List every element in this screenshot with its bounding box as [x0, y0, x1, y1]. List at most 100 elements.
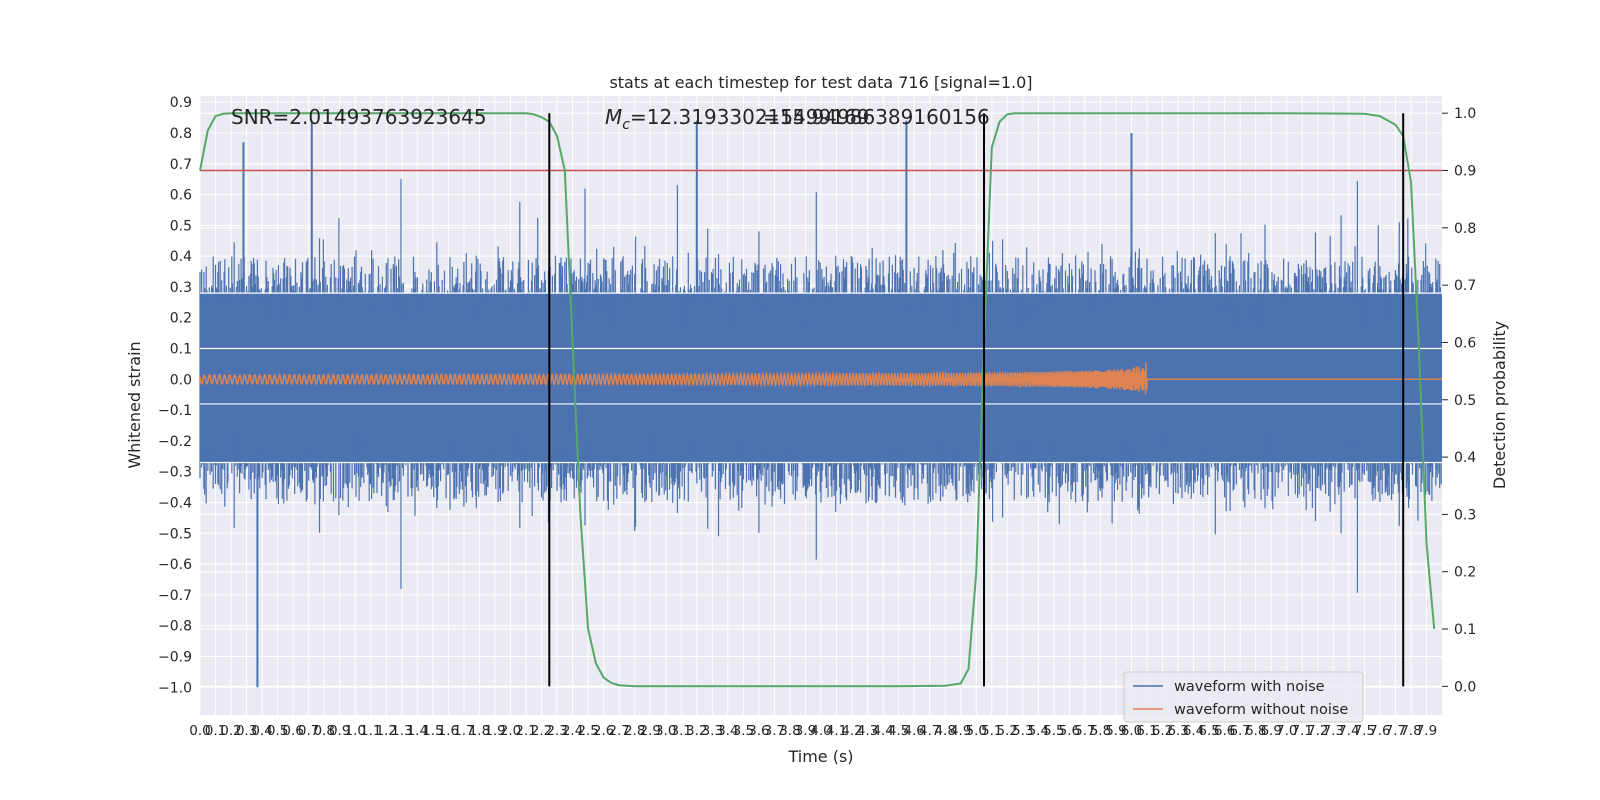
x-tick-label: 6.6 [1214, 723, 1235, 739]
chart-title: stats at each timestep for test data 716… [609, 73, 1032, 92]
x-tick-label: 1.4 [407, 723, 428, 739]
x-tick-label: 7.5 [1354, 723, 1375, 739]
x-tick-label: 0.4 [251, 723, 272, 739]
x-tick-label: 7.9 [1416, 723, 1437, 739]
snr-annotation: SNR=2.01493763923645 [231, 105, 487, 129]
x-tick-label: 1.9 [484, 723, 505, 739]
x-tick-label: 1.6 [438, 723, 459, 739]
y-tick-label: −0.9 [158, 649, 192, 665]
x-tick-label: 6.0 [1121, 723, 1142, 739]
x-tick-label: 1.7 [453, 723, 474, 739]
x-tick-label: 2.4 [562, 723, 583, 739]
x-tick-label: 5.0 [966, 723, 987, 739]
legend-label-noise: waveform with noise [1174, 679, 1325, 695]
x-tick-label: 2.7 [608, 723, 629, 739]
x-tick-label: 3.5 [733, 723, 754, 739]
x-tick-label: 1.0 [345, 723, 366, 739]
x-tick-label: 7.1 [1292, 723, 1313, 739]
y2-axis-ticks: 1.0 0.9 0.8 0.7 0.6 0.5 0.4 0.3 0.2 0.1 0.0 [1442, 106, 1476, 695]
x-tick-label: 3.3 [702, 723, 723, 739]
y-tick-label: −0.3 [158, 465, 192, 481]
y-tick-label: 0.9 [170, 95, 192, 111]
y2-tick-label: 0.6 [1454, 335, 1476, 351]
x-tick-label: 4.3 [857, 723, 878, 739]
x-tick-label: 6.4 [1183, 723, 1204, 739]
x-tick-label: 5.8 [1090, 723, 1111, 739]
x-tick-label: 0.5 [267, 723, 288, 739]
x-tick-label: 3.6 [748, 723, 769, 739]
y-tick-label: −0.8 [158, 619, 192, 635]
y-axis-ticks: 0.9 0.8 0.7 0.6 0.5 0.4 0.3 0.2 0.1 0.0 −0.1 −0.2 −0… [158, 95, 192, 696]
x-tick-label: 3.9 [795, 723, 816, 739]
x-tick-label: 6.5 [1198, 723, 1219, 739]
y-tick-label: 0.3 [170, 280, 192, 296]
x-tick-label: 0.8 [313, 723, 334, 739]
x-tick-label: 6.1 [1136, 723, 1157, 739]
x-tick-label: 4.6 [903, 723, 924, 739]
x-tick-label: 3.2 [686, 723, 707, 739]
y2-tick-label: 0.3 [1454, 507, 1476, 523]
x-tick-label: 7.7 [1385, 723, 1406, 739]
y2-tick-label: 0.7 [1454, 278, 1476, 294]
x-tick-label: 2.2 [531, 723, 552, 739]
x-tick-label: 4.5 [888, 723, 909, 739]
y-axis-label: Whitened strain [125, 341, 144, 468]
y-tick-label: 0.2 [170, 311, 192, 327]
x-tick-label: 4.9 [950, 723, 971, 739]
x-tick-label: 7.6 [1369, 723, 1390, 739]
legend: waveform with noise waveform without noi… [1123, 671, 1364, 723]
y-tick-label: 0.5 [170, 218, 192, 234]
x-tick-label: 2.0 [500, 723, 521, 739]
y-tick-label: 0.1 [170, 342, 192, 358]
x-tick-label: 0.6 [282, 723, 303, 739]
plot-area [199, 112, 1442, 688]
y-tick-label: 0.0 [170, 372, 192, 388]
x-tick-label: 4.7 [919, 723, 940, 739]
x-tick-label: 7.2 [1307, 723, 1328, 739]
x-tick-label: 4.8 [934, 723, 955, 739]
chirp-mass-annotation: Mc=12.319330215499169 [605, 105, 869, 133]
y-tick-label: −1.0 [158, 680, 192, 696]
x-tick-label: 2.6 [593, 723, 614, 739]
x-tick-label: 2.9 [639, 723, 660, 739]
x-tick-label: 5.3 [1012, 723, 1033, 739]
chirp-mass-symbol: M [605, 105, 622, 129]
y2-tick-label: 0.2 [1454, 565, 1476, 581]
y-tick-label: 0.8 [170, 126, 192, 142]
x-tick-label: 0.9 [329, 723, 350, 739]
x-tick-label: 1.2 [376, 723, 397, 739]
y2-tick-label: 0.8 [1454, 221, 1476, 237]
x-tick-label: 0.2 [220, 723, 241, 739]
y2-tick-label: 0.0 [1454, 679, 1476, 695]
x-axis-ticks: 0.00.10.20.30.40.50.60.70.80.91.01.11.21… [189, 723, 1437, 739]
legend-box [1123, 671, 1364, 723]
x-tick-label: 2.8 [624, 723, 645, 739]
x-tick-label: 4.2 [841, 723, 862, 739]
x-tick-label: 1.5 [422, 723, 443, 739]
y2-tick-label: 0.9 [1454, 164, 1476, 180]
y2-tick-label: 1.0 [1454, 106, 1476, 122]
x-tick-label: 3.7 [764, 723, 785, 739]
x-tick-label: 0.7 [298, 723, 319, 739]
overlapping-mass-annotation: =15.94986389160156 [763, 105, 990, 129]
x-tick-label: 2.1 [515, 723, 536, 739]
x-tick-label: 4.4 [872, 723, 893, 739]
x-tick-label: 5.9 [1105, 723, 1126, 739]
y-tick-label: 0.6 [170, 188, 192, 204]
x-tick-label: 5.2 [997, 723, 1018, 739]
x-tick-label: 0.0 [189, 723, 210, 739]
x-axis-label: Time (s) [787, 747, 853, 766]
x-tick-label: 2.5 [577, 723, 598, 739]
x-tick-label: 5.6 [1059, 723, 1080, 739]
y-tick-label: −0.4 [158, 496, 192, 512]
x-tick-label: 3.4 [717, 723, 738, 739]
x-tick-label: 3.0 [655, 723, 676, 739]
x-tick-label: 6.7 [1229, 723, 1250, 739]
x-tick-label: 7.8 [1400, 723, 1421, 739]
x-tick-label: 6.9 [1260, 723, 1281, 739]
x-tick-label: 1.1 [360, 723, 381, 739]
y-tick-label: −0.2 [158, 434, 192, 450]
x-tick-label: 0.1 [205, 723, 226, 739]
y-tick-label: −0.6 [158, 557, 192, 573]
x-tick-label: 7.3 [1323, 723, 1344, 739]
